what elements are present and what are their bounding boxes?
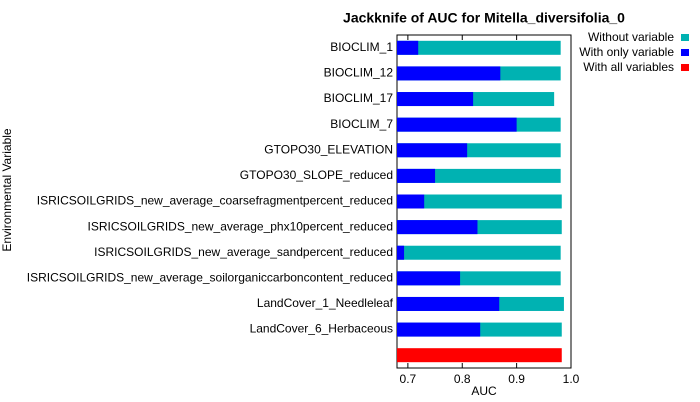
y-tick-label: GTOPO30_ELEVATION bbox=[264, 142, 393, 156]
bar bbox=[397, 271, 461, 286]
y-tick-label: LandCover_1_Needleleaf bbox=[257, 296, 394, 310]
legend-swatch bbox=[681, 49, 689, 56]
legend-label: With all variables bbox=[583, 60, 674, 74]
y-tick-label: ISRICSOILGRIDS_new_average_coarsefragmen… bbox=[37, 194, 393, 208]
y-tick-label: BIOCLIM_7 bbox=[330, 117, 393, 131]
x-tick-label: 0.8 bbox=[454, 372, 471, 386]
bar bbox=[397, 168, 436, 183]
bar bbox=[397, 40, 419, 55]
bar bbox=[397, 296, 500, 311]
y-tick-label: BIOCLIM_1 bbox=[330, 40, 393, 54]
x-tick-label: 0.9 bbox=[508, 372, 525, 386]
y-axis-label: Environmental Variable bbox=[0, 128, 14, 252]
bar bbox=[397, 245, 561, 260]
bar bbox=[397, 220, 478, 235]
y-tick-label: BIOCLIM_12 bbox=[324, 66, 394, 80]
bar bbox=[397, 66, 501, 81]
bar bbox=[397, 40, 561, 55]
bar bbox=[397, 194, 562, 209]
y-tick-label: ISRICSOILGRIDS_new_average_phx10percent_… bbox=[87, 219, 393, 233]
bar bbox=[397, 245, 405, 260]
bar bbox=[397, 92, 474, 107]
y-tick-label: GTOPO30_SLOPE_reduced bbox=[240, 168, 393, 182]
legend-label: Without variable bbox=[588, 30, 674, 44]
legend-swatch bbox=[681, 64, 689, 71]
bar bbox=[397, 194, 425, 209]
y-tick-label: ISRICSOILGRIDS_new_average_soilorganicca… bbox=[27, 271, 393, 285]
bar bbox=[397, 168, 561, 183]
bar bbox=[397, 348, 562, 363]
x-tick-label: 1.0 bbox=[563, 372, 580, 386]
bar bbox=[397, 117, 517, 132]
bar bbox=[397, 143, 468, 158]
x-tick-label: 0.7 bbox=[400, 372, 417, 386]
legend-swatch bbox=[681, 34, 689, 41]
x-axis-label: AUC bbox=[471, 384, 497, 398]
chart-title: Jackknife of AUC for Mitella_diversifoli… bbox=[343, 10, 625, 26]
y-tick-label: BIOCLIM_17 bbox=[324, 91, 394, 105]
bar bbox=[397, 322, 481, 337]
y-tick-label: ISRICSOILGRIDS_new_average_sandpercent_r… bbox=[94, 245, 393, 259]
y-tick-label: LandCover_6_Herbaceous bbox=[250, 322, 393, 336]
legend-label: With only variable bbox=[579, 45, 674, 59]
